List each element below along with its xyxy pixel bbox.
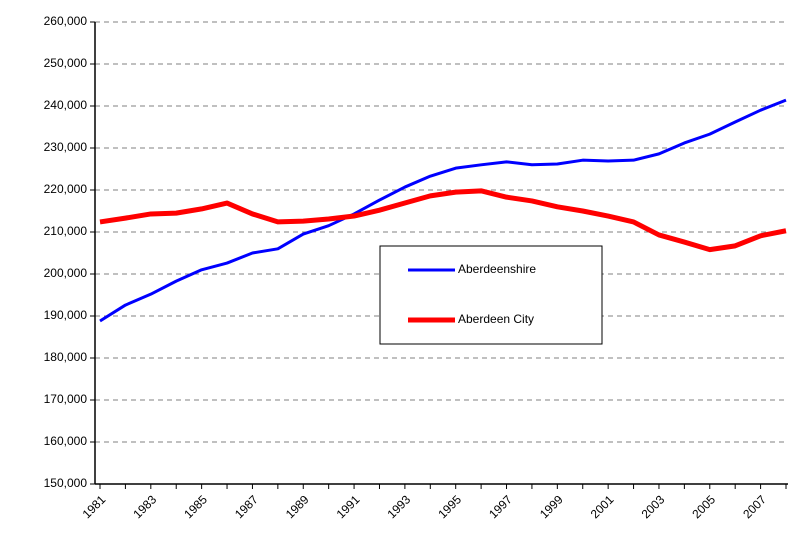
x-tick-label: 2005 [689,492,718,521]
x-tick-label: 1983 [130,492,159,521]
x-tick-label: 1985 [181,492,210,521]
x-tick-label: 2003 [639,492,668,521]
x-tick-label: 1995 [435,492,464,521]
series-line [99,98,787,323]
y-tick-label: 240,000 [44,98,88,112]
y-tick-label: 220,000 [44,182,88,196]
x-tick-label: 1999 [537,492,566,521]
series-line [99,188,787,253]
legend-box [379,245,603,345]
x-tick-label: 1997 [486,492,515,521]
legend: Aberdeenshire Aberdeen City [379,245,603,345]
x-tick-label: 2007 [740,492,769,521]
y-tick-label: 170,000 [44,392,88,406]
x-tick-label: 2001 [588,492,617,521]
x-tick-label: 1993 [384,492,413,521]
x-tick-label: 1989 [283,492,312,521]
y-tick-label: 230,000 [44,140,88,154]
x-tick-label: 1991 [334,492,363,521]
y-tick-label: 210,000 [44,224,88,238]
y-tick-label: 200,000 [44,266,88,280]
y-tick-label: 150,000 [44,476,88,490]
x-tick-label: 1981 [80,492,109,521]
x-tick-label: 1987 [232,492,261,521]
y-tick-label: 250,000 [44,56,88,70]
legend-label: Aberdeenshire [458,262,536,276]
legend-label: Aberdeen City [458,312,534,326]
y-tick-label: 260,000 [44,14,88,28]
y-tick-label: 180,000 [44,350,88,364]
y-tick-label: 190,000 [44,308,88,322]
y-tick-label: 160,000 [44,434,88,448]
